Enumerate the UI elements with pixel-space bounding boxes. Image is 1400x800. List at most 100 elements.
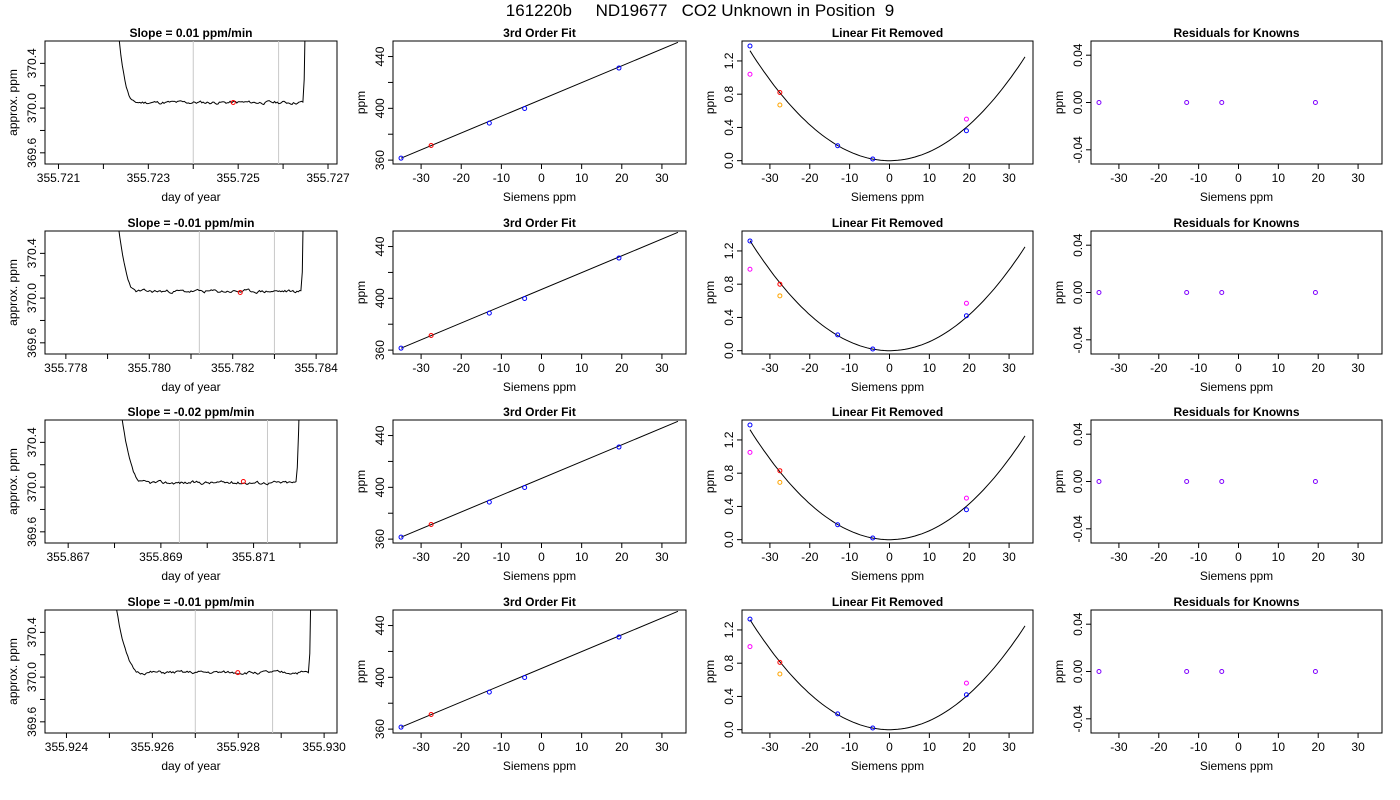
x-tick-label: -20 (1150, 361, 1168, 375)
y-tick-label: -0.04 (1071, 136, 1085, 164)
data-point (1312, 100, 1318, 105)
panel-title: Slope = -0.02 ppm/min (127, 405, 254, 419)
data-point (963, 300, 969, 306)
x-tick-label: 20 (1312, 550, 1326, 564)
x-tick-label: -30 (412, 171, 430, 185)
x-tick-label: 20 (1312, 361, 1326, 375)
y-axis-label: ppm (703, 281, 717, 304)
y-axis-label: ppm (703, 660, 717, 683)
plot-frame (44, 419, 338, 544)
y-tick-label: 0.00 (1071, 659, 1085, 683)
x-axis-label: Siemens ppm (1200, 759, 1273, 773)
x-tick-label: 10 (575, 171, 589, 185)
x-tick-label: 0 (886, 550, 893, 564)
x-tick-label: 0 (1235, 171, 1242, 185)
x-axis-label: Siemens ppm (1200, 380, 1273, 394)
panel-title: Linear Fit Removed (832, 26, 943, 40)
x-tick-label: 30 (1351, 550, 1365, 564)
plot-area (398, 41, 679, 161)
panel-slope: Slope = -0.01 ppm/min 355.924 355.926 355.9… (6, 595, 346, 773)
y-tick-label: 1.2 (722, 52, 736, 69)
plot-area (398, 231, 679, 351)
y-axis-label: ppm (1052, 281, 1066, 304)
data-point (240, 479, 246, 484)
panel-title: Residuals for Knowns (1173, 216, 1299, 230)
data-point (747, 644, 753, 650)
y-axis-label: ppm (703, 470, 717, 493)
y-tick-label: 0.00 (1071, 469, 1085, 493)
data-point (870, 156, 876, 162)
x-tick-label: 30 (655, 171, 669, 185)
plot-frame (392, 40, 687, 165)
data-point (963, 116, 969, 122)
plot-frame (44, 609, 338, 734)
y-axis-label: ppm (1052, 660, 1066, 683)
plot-area (398, 420, 679, 540)
x-tick-label: -10 (1190, 361, 1208, 375)
x-tick-label: -30 (1110, 740, 1128, 754)
x-tick-label: 20 (615, 740, 629, 754)
data-point (835, 332, 841, 338)
x-tick-label: -30 (761, 361, 779, 375)
x-tick-label: -20 (801, 171, 819, 185)
x-tick-label: -30 (1110, 171, 1128, 185)
y-tick-label: 0.4 (722, 119, 736, 136)
data-point (486, 310, 492, 316)
x-tick-label: 0 (886, 361, 893, 375)
data-point (1219, 669, 1225, 674)
panel-residuals: Residuals for Knowns -30 -20 -10 0 10 20 30 -0.0… (1052, 216, 1383, 394)
x-tick-label: 10 (575, 740, 589, 754)
x-tick-label: 30 (655, 361, 669, 375)
data-point (747, 616, 753, 622)
data-point (486, 689, 492, 695)
panel-fit: 3rd Order Fit -30 -20 -10 0 10 20 30 360 400 440 Si… (354, 216, 687, 394)
y-tick-label: 0.00 (1071, 90, 1085, 114)
data-point (963, 495, 969, 501)
data-point (777, 659, 783, 665)
data-point (398, 155, 404, 161)
panel-linear_removed: Linear Fit Removed -30 -20 -10 0 10 20 30 0.0 0.4… (703, 26, 1034, 204)
x-tick-label: -10 (493, 550, 511, 564)
data-point (522, 295, 528, 301)
data-point (1219, 479, 1225, 484)
x-tick-label: -30 (1110, 550, 1128, 564)
x-tick-label: 30 (1002, 171, 1016, 185)
x-axis-label: day of year (161, 190, 220, 204)
x-tick-label: 10 (575, 550, 589, 564)
x-tick-label: 30 (1002, 361, 1016, 375)
x-tick-label: -30 (761, 740, 779, 754)
x-tick-label: 355.723 (127, 171, 171, 185)
x-tick-label: 30 (1351, 740, 1365, 754)
x-tick-label: 355.928 (217, 740, 261, 754)
x-tick-label: 0 (886, 740, 893, 754)
data-point (616, 634, 622, 640)
plot-frame (741, 609, 1034, 734)
panel-title: Slope = -0.01 ppm/min (127, 595, 254, 609)
x-tick-label: 30 (655, 550, 669, 564)
x-axis-label: day of year (161, 569, 220, 583)
x-tick-label: 0 (1235, 361, 1242, 375)
panel-title: 3rd Order Fit (503, 405, 576, 419)
y-tick-label: 360 (373, 529, 387, 549)
concentration-trace (121, 420, 300, 486)
y-tick-label: 370.0 (25, 283, 39, 313)
y-tick-label: 0.04 (1071, 422, 1085, 446)
plot-area (1096, 290, 1318, 295)
x-tick-label: -20 (801, 550, 819, 564)
x-tick-label: -10 (1190, 171, 1208, 185)
plot-area (747, 43, 1026, 162)
x-tick-label: 355.871 (232, 550, 276, 564)
y-axis-label: ppm (354, 470, 368, 493)
x-tick-label: 355.727 (306, 171, 350, 185)
y-tick-label: 369.6 (25, 516, 39, 546)
x-tick-label: 355.778 (44, 361, 88, 375)
y-tick-label: 440 (373, 615, 387, 635)
x-tick-label: -10 (493, 740, 511, 754)
panel-title: Residuals for Knowns (1173, 405, 1299, 419)
page-title: 161220b ND19677 CO2 Unknown in Position … (505, 1, 895, 20)
plot-area (1096, 479, 1318, 484)
x-tick-label: -30 (412, 740, 430, 754)
fit-line (400, 610, 679, 728)
data-point (616, 65, 622, 71)
plot-frame (44, 40, 338, 165)
